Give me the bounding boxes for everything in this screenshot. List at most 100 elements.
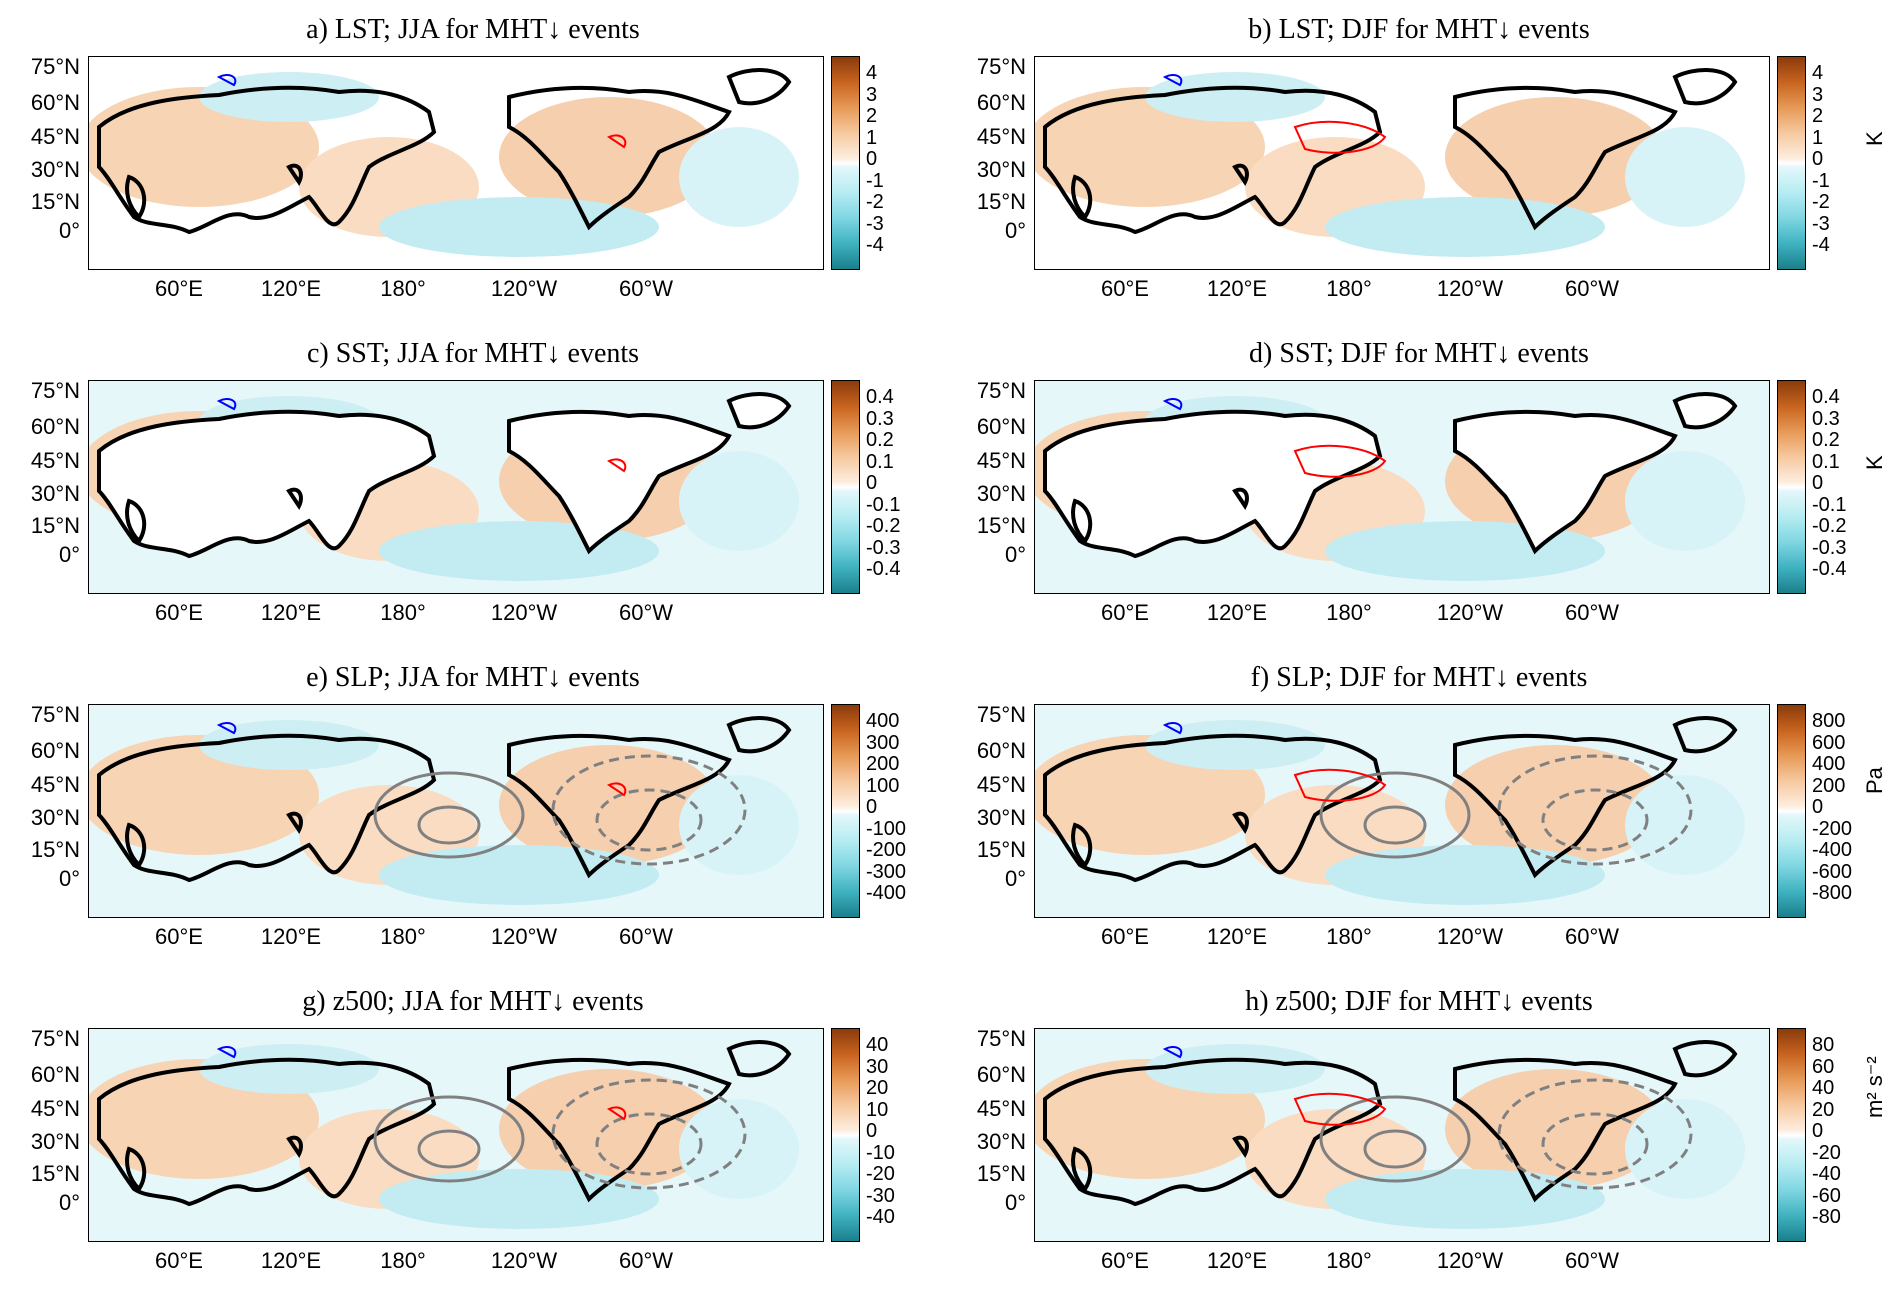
map-area xyxy=(88,56,824,270)
map-area xyxy=(1034,704,1770,918)
contour-line xyxy=(595,788,703,852)
lon-tick-label: 120°E xyxy=(1206,600,1268,625)
panel-title: h) z500; DJF for MHT↓ events xyxy=(1245,986,1593,1017)
coastline xyxy=(97,409,437,559)
lon-tick-label: 120°W xyxy=(1436,276,1504,301)
lat-tick-label: 30°N xyxy=(30,481,80,506)
significance-outline-negative xyxy=(1162,1046,1183,1059)
coastline xyxy=(286,1135,303,1158)
colorbar-unit: K xyxy=(1862,455,1887,470)
anomaly-shading xyxy=(1325,197,1605,257)
anomaly-shading xyxy=(499,1069,719,1189)
lon-tick-label: 120°E xyxy=(1206,276,1268,301)
colorbar-tick-label: 200 xyxy=(866,753,900,775)
contour-line xyxy=(1363,805,1427,845)
coastline xyxy=(1672,68,1738,106)
lon-tick-label: 120°E xyxy=(260,1248,322,1273)
colorbar-tick-label: -1 xyxy=(1812,169,1830,192)
colorbar xyxy=(1777,704,1806,918)
coastline xyxy=(726,68,792,106)
lon-tick-label: 60°W xyxy=(618,600,674,625)
colorbar xyxy=(831,704,860,918)
coastline xyxy=(507,409,732,555)
anomaly-shading xyxy=(499,97,719,217)
lat-tick-label: 75°N xyxy=(976,1026,1026,1051)
contour-line xyxy=(551,1078,747,1190)
colorbar-tick-label: 40 xyxy=(866,1034,889,1056)
significance-outline-positive xyxy=(1293,444,1387,478)
map-area xyxy=(1034,380,1770,594)
lat-tick-label: 75°N xyxy=(976,378,1026,403)
colorbar-tick-label: -100 xyxy=(866,817,907,840)
colorbar-tick-label: -3 xyxy=(1812,212,1830,235)
colorbar-tick-label: 0.2 xyxy=(1812,429,1840,451)
significance-outline-positive xyxy=(1293,768,1387,802)
panel-title: d) SST; DJF for MHT↓ events xyxy=(1249,338,1589,369)
coastline xyxy=(1453,733,1678,879)
lat-tick-label: 60°N xyxy=(30,90,80,115)
map-panel: c) SST; JJA for MHT↓ events 75°N 60°N 45°N 3… xyxy=(0,324,946,648)
colorbar-tick-label: 0.4 xyxy=(866,386,894,408)
significance-outline-negative xyxy=(216,722,237,735)
contour-line xyxy=(1319,1095,1471,1183)
coastline xyxy=(1071,1146,1093,1193)
lat-tick-label: 15°N xyxy=(30,513,80,538)
anomaly-shading xyxy=(679,451,799,551)
lat-tick-label: 15°N xyxy=(976,837,1026,862)
colorbar xyxy=(831,1028,860,1242)
lat-tick-label: 0° xyxy=(1004,1190,1026,1215)
coastline xyxy=(1071,174,1093,221)
colorbar-tick-label: 20 xyxy=(1812,1098,1835,1121)
colorbar-tick-label: 10 xyxy=(866,1098,889,1121)
contour-line xyxy=(551,754,747,866)
significance-outline-negative xyxy=(216,1046,237,1059)
panel-title: g) z500; JJA for MHT↓ events xyxy=(302,986,644,1017)
anomaly-shading xyxy=(1145,1044,1325,1094)
lon-tick-label: 180° xyxy=(1326,276,1372,301)
colorbar-tick-label: 4 xyxy=(866,62,878,84)
lon-tick-label: 60°E xyxy=(1101,276,1149,301)
map-area xyxy=(1034,56,1770,270)
colorbar-tick-label: 40 xyxy=(1812,1077,1835,1099)
contour-line xyxy=(595,1112,703,1176)
coastline xyxy=(1071,822,1093,869)
colorbar-tick-label: -800 xyxy=(1812,882,1853,904)
map-panel: e) SLP; JJA for MHT↓ events 75°N 60°N 45°N 3… xyxy=(0,648,946,972)
colorbar-tick-label: -600 xyxy=(1812,860,1853,883)
colorbar-tick-label: -400 xyxy=(866,882,907,904)
colorbar-tick-label: -20 xyxy=(1812,1141,1841,1164)
map-panel: h) z500; DJF for MHT↓ events 75°N 60°N 45°N… xyxy=(946,972,1892,1296)
coastline xyxy=(726,716,792,754)
lon-tick-label: 60°W xyxy=(618,1248,674,1273)
anomaly-shading xyxy=(1325,1169,1605,1229)
coastline xyxy=(726,392,792,430)
lat-tick-label: 30°N xyxy=(976,481,1026,506)
colorbar-tick-label: 800 xyxy=(1812,710,1846,732)
coastline xyxy=(286,487,303,510)
lon-tick-label: 60°E xyxy=(1101,924,1149,949)
lat-tick-label: 60°N xyxy=(976,90,1026,115)
colorbar-tick-label: 0 xyxy=(1812,472,1824,494)
colorbar xyxy=(1777,380,1806,594)
anomaly-shading xyxy=(379,197,659,257)
colorbar-tick-label: -0.2 xyxy=(866,515,901,537)
colorbar-tick-label: -2 xyxy=(866,191,884,213)
colorbar-tick-label: 20 xyxy=(866,1077,889,1099)
lon-tick-label: 120°W xyxy=(1436,1248,1504,1273)
colorbar-tick-label: 0 xyxy=(1812,1120,1824,1142)
anomaly-shading xyxy=(199,1044,379,1094)
lon-tick-label: 180° xyxy=(380,1248,426,1273)
significance-outline-negative xyxy=(1162,398,1183,411)
colorbar xyxy=(831,56,860,270)
lon-tick-label: 120°W xyxy=(490,924,558,949)
colorbar-tick-label: 400 xyxy=(866,710,900,732)
lon-tick-label: 60°E xyxy=(155,600,203,625)
colorbar-tick-label: -0.1 xyxy=(1812,493,1847,516)
coastline xyxy=(1672,1040,1738,1078)
anomaly-shading xyxy=(1625,451,1745,551)
coastline xyxy=(1453,409,1678,555)
lon-tick-label: 60°E xyxy=(1101,600,1149,625)
lon-tick-label: 120°E xyxy=(1206,924,1268,949)
lat-tick-label: 30°N xyxy=(30,805,80,830)
anomaly-shading xyxy=(1145,720,1325,770)
